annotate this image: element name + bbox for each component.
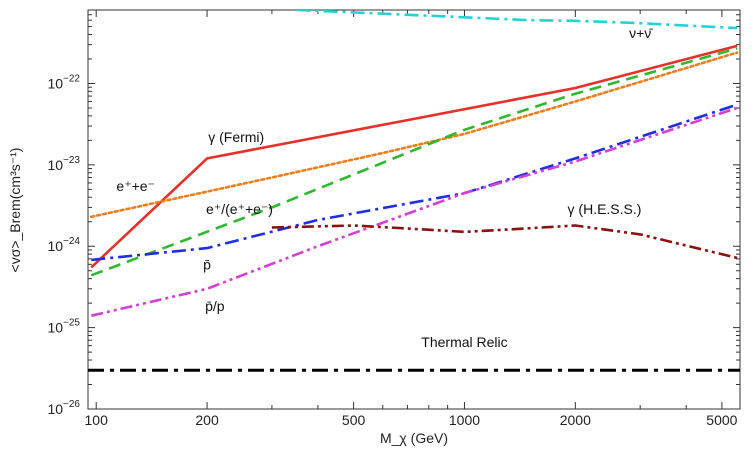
series-label-2: γ (Fermi) (208, 129, 264, 145)
series-line-3 (90, 51, 739, 219)
y-tick-label: 10−25 (47, 318, 80, 336)
series-line-5 (91, 103, 738, 262)
series-layer (88, 10, 740, 372)
y-tick-exponent: −26 (63, 399, 80, 410)
y-tick-label: 10−24 (47, 236, 80, 254)
series-label-8: Thermal Relic (421, 334, 507, 350)
series-line-1 (296, 10, 738, 30)
series-labels: ν+ν̄ γ (Fermi) e⁺+e⁻ e⁺/(e⁺+e⁻) p̄ p̄/p γ (H.E… (116, 25, 653, 350)
y-tick-base: 10 (47, 238, 63, 254)
series-label-3: e⁺+e⁻ (116, 178, 155, 194)
series-label-6: p̄/p (205, 298, 225, 314)
series-line-2 (90, 44, 738, 269)
x-tick-label: 5000 (706, 412, 737, 428)
y-tick-exponent: −22 (63, 73, 80, 84)
series-line-4 (90, 47, 738, 277)
x-tick-label: 500 (342, 412, 366, 428)
plot-frame (87, 9, 741, 410)
y-tick-label: 10−22 (47, 73, 80, 91)
x-tick-label: 2000 (560, 412, 591, 428)
series-line-6 (91, 106, 738, 317)
y-tick-base: 10 (47, 75, 63, 91)
x-axis-title: M_χ (GeV) (380, 430, 448, 446)
axis-ticks: 100 200 500 1000 2000 500010−2610−2510−2410−2… (47, 9, 740, 428)
y-tick-exponent: −23 (63, 155, 80, 166)
y-tick-base: 10 (47, 320, 63, 336)
y-tick-exponent: −24 (63, 236, 80, 247)
series-line-7 (271, 224, 738, 260)
y-tick-label: 10−23 (47, 155, 80, 173)
y-tick-label: 10−26 (47, 399, 80, 417)
x-tick-label: 200 (195, 412, 219, 428)
y-tick-exponent: −25 (63, 318, 80, 329)
y-tick-base: 10 (47, 401, 63, 417)
series-label-4: e⁺/(e⁺+e⁻) (206, 201, 273, 217)
series-label-7: γ (H.E.S.S.) (568, 201, 642, 217)
series-label-5: p̄ (203, 256, 211, 272)
x-tick-label: 1000 (449, 412, 480, 428)
y-tick-base: 10 (47, 157, 63, 173)
y-axis-title: <vσ>_Brem(cm³s⁻¹) (7, 148, 23, 273)
series-label-1: ν+ν̄ (629, 25, 653, 41)
x-tick-label: 100 (85, 412, 109, 428)
